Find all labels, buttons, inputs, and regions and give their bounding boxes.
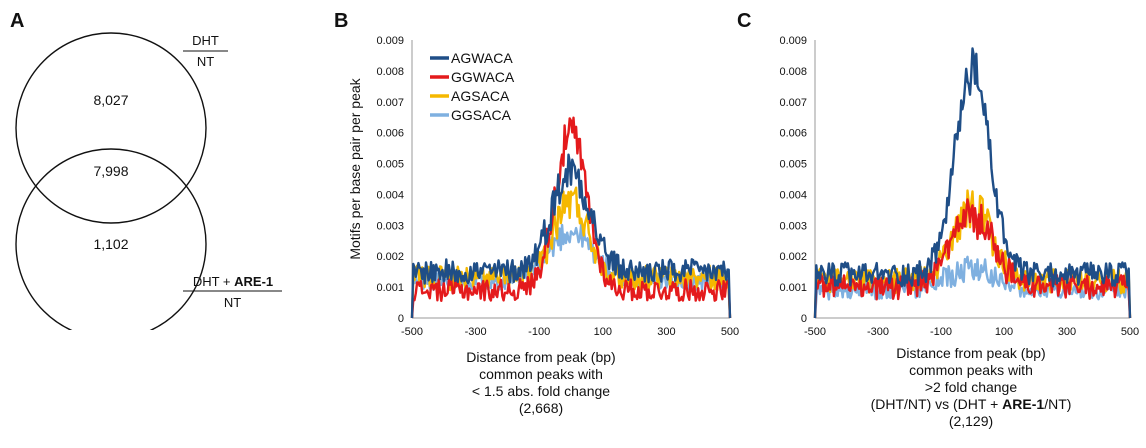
series-line-ggwaca	[813, 198, 1132, 319]
x-tick-label: -300	[465, 326, 487, 338]
caption-c-line-4: (DHT/NT) vs (DHT + ARE-1/NT)	[812, 396, 1130, 413]
caption-c-line-2: common peaks with	[909, 362, 1033, 378]
caption-c-line-4-bold: ARE-1	[1002, 396, 1045, 412]
venn-diagram	[15, 32, 282, 330]
x-tick-label: -100	[528, 326, 550, 338]
y-tick-label: 0.008	[779, 66, 807, 78]
caption-c-line-1: Distance from peak (bp)	[896, 345, 1046, 361]
series-line-agwaca	[410, 153, 732, 319]
venn-bottom-label-denominator: NT	[223, 295, 242, 310]
caption-b-line-4: (2,668)	[518, 400, 564, 416]
y-axis-title: Motifs per base pair per peak	[347, 77, 363, 259]
x-tick-label: -500	[804, 326, 826, 338]
caption-c-line-4-prefix: (DHT/NT) vs (DHT +	[870, 396, 1003, 412]
y-tick-label: 0.005	[376, 159, 404, 171]
y-tick-label: 0	[398, 313, 404, 325]
y-tick-label: 0.009	[376, 35, 404, 47]
legend-label: GGSACA	[451, 107, 512, 123]
x-tick-label: 500	[721, 326, 739, 338]
y-tick-label: 0.003	[779, 220, 807, 232]
x-tick-label: 300	[657, 326, 675, 338]
x-tick-label: 300	[1058, 326, 1076, 338]
caption-b: Distance from peak (bp) common peaks wit…	[382, 349, 700, 417]
y-tick-label: 0.001	[779, 282, 807, 294]
caption-c-line-4-suffix: /NT)	[1044, 396, 1072, 412]
y-tick-label: 0.004	[779, 189, 807, 201]
y-tick-label: 0	[801, 313, 807, 325]
caption-b-line-3: < 1.5 abs. fold change	[471, 383, 611, 399]
caption-c: Distance from peak (bp) common peaks wit…	[812, 345, 1130, 430]
series-line-agsaca	[410, 186, 732, 319]
bottom-label-bold: ARE-1	[234, 274, 274, 289]
venn-bottom-only-count: 1,102	[93, 236, 129, 252]
y-tick-label: 0.004	[376, 189, 404, 201]
venn-top-label-denominator: NT	[196, 54, 215, 69]
y-tick-label: 0.007	[779, 97, 807, 109]
y-tick-label: 0.003	[376, 220, 404, 232]
venn-circle-bottom	[15, 148, 207, 330]
y-tick-label: 0.008	[376, 66, 404, 78]
y-tick-label: 0.001	[376, 282, 404, 294]
panel-letter-c: C	[737, 10, 752, 32]
y-tick-label: 0.006	[376, 128, 404, 140]
venn-circle-top	[15, 32, 207, 224]
legend-label: GGWACA	[451, 69, 515, 85]
bottom-label-prefix: DHT +	[192, 274, 235, 289]
y-tick-label: 0.007	[376, 97, 404, 109]
x-tick-label: 500	[1121, 326, 1139, 338]
series-line-agwaca	[813, 47, 1132, 319]
y-tick-label: 0.002	[779, 251, 807, 263]
legend-label: AGWACA	[451, 50, 513, 66]
y-tick-label: 0.005	[779, 159, 807, 171]
x-tick-label: -500	[401, 326, 423, 338]
y-tick-label: 0.002	[376, 251, 404, 263]
caption-c-line-5: (2,129)	[948, 413, 994, 429]
chart-c: 0 0.001 0.002 0.003 0.004 0.005 0.006 0.007 0.00…	[779, 35, 1139, 338]
panel-letter-b: B	[334, 10, 349, 32]
y-tick-label: 0.009	[779, 35, 807, 47]
caption-b-line-2: common peaks with	[479, 366, 603, 382]
venn-overlap-count: 7,998	[93, 163, 129, 179]
x-tick-label: -100	[930, 326, 952, 338]
venn-bottom-label-numerator: DHT + ARE-1	[178, 274, 288, 290]
x-tick-label: -300	[867, 326, 889, 338]
caption-c-line-3: >2 fold change	[924, 379, 1018, 395]
venn-top-only-count: 8,027	[93, 92, 129, 108]
y-tick-label: 0.006	[779, 128, 807, 140]
series-line-ggwaca	[410, 116, 732, 319]
legend-label: AGSACA	[451, 88, 510, 104]
x-tick-label: 100	[594, 326, 612, 338]
chart-b: 0 0.001 0.002 0.003 0.004 0.005 0.006 0.007 0.00…	[347, 35, 739, 338]
panel-letter-a: A	[10, 10, 25, 32]
venn-top-label-numerator: DHT	[192, 33, 219, 48]
x-tick-label: 100	[995, 326, 1013, 338]
caption-b-line-1: Distance from peak (bp)	[466, 349, 616, 365]
